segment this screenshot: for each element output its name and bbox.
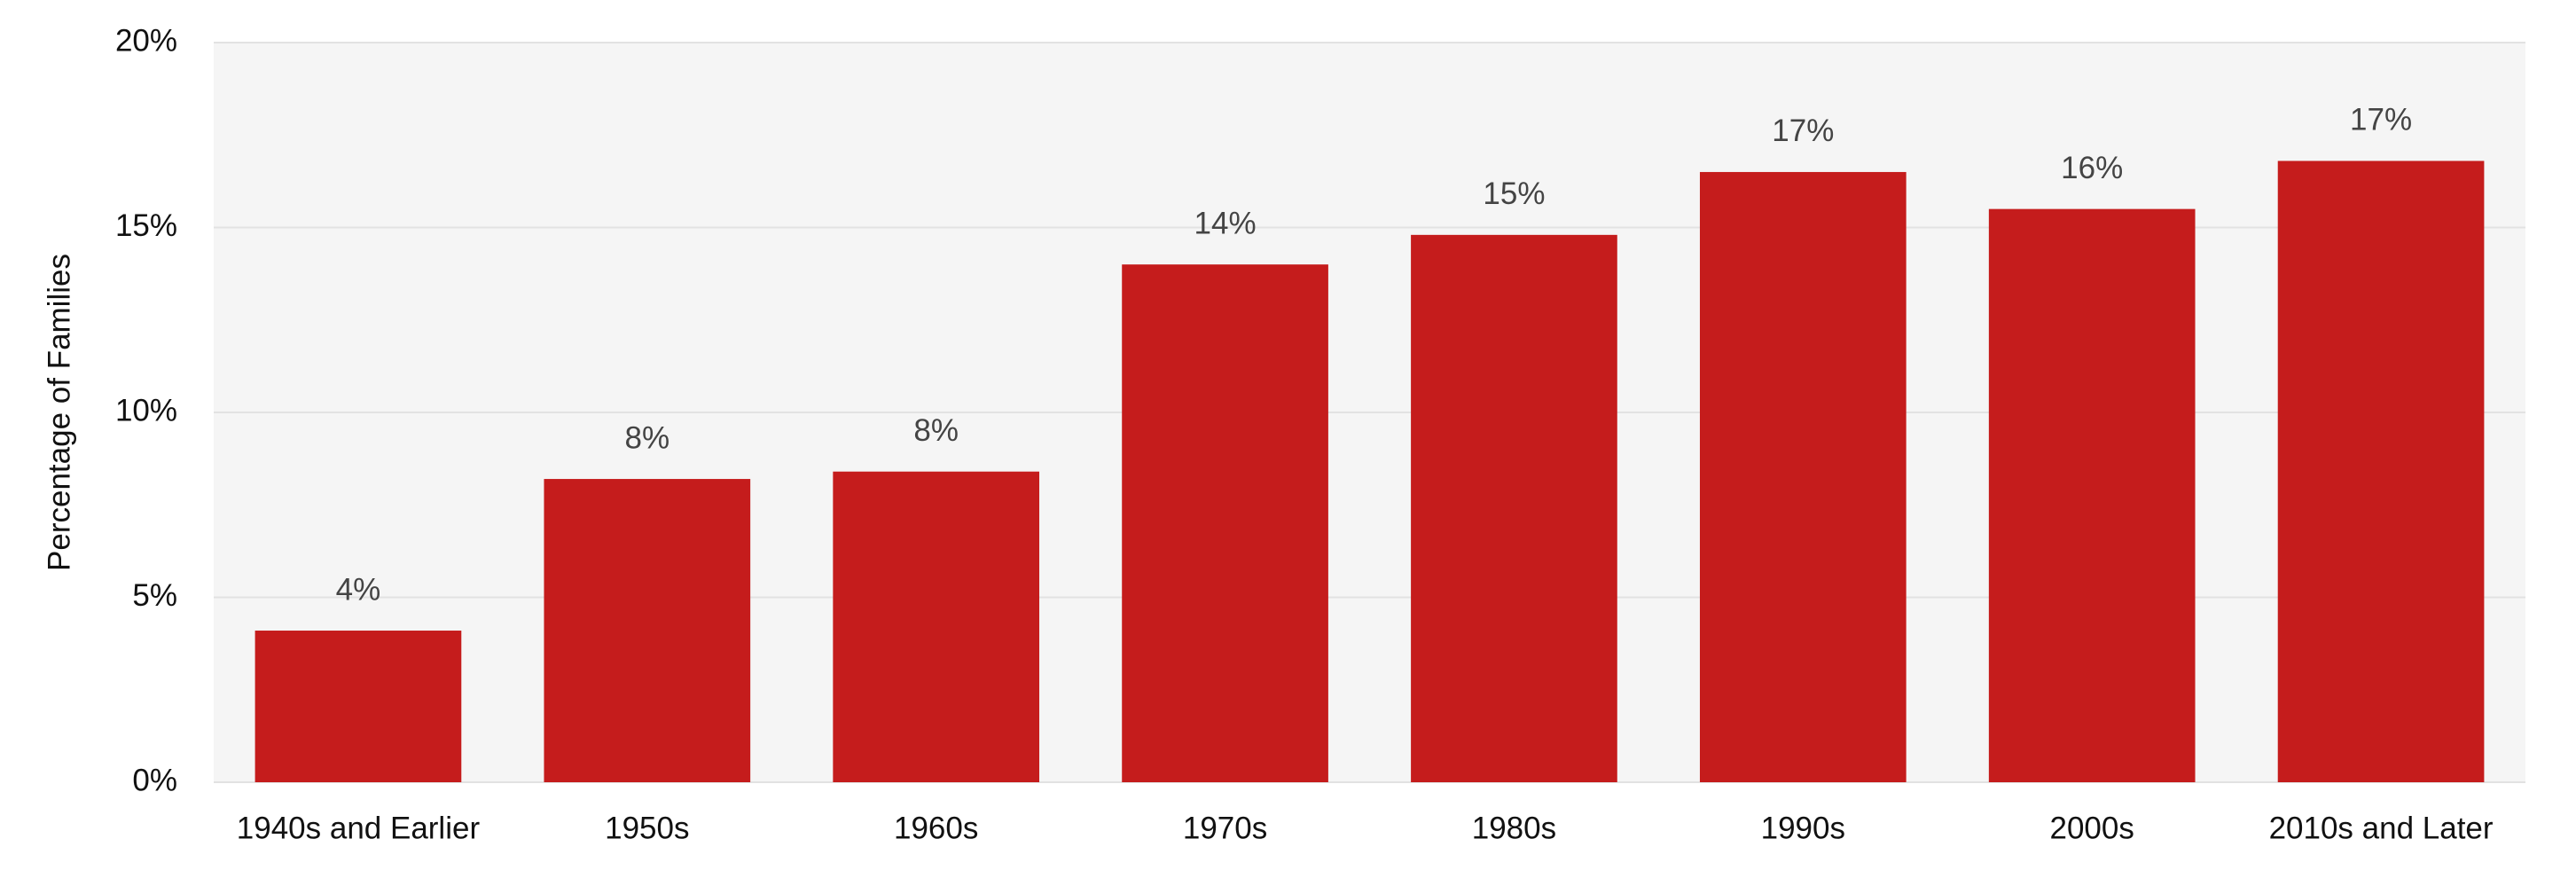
bar — [254, 631, 462, 782]
y-tick-label: 10% — [115, 393, 177, 427]
bar — [1411, 234, 1617, 783]
y-tick-label: 20% — [115, 23, 177, 58]
x-tick-label: 2010s and Later — [2269, 811, 2494, 845]
value-label: 4% — [336, 572, 381, 607]
y-tick-label: 5% — [132, 578, 177, 613]
x-tick-label: 1960s — [894, 811, 978, 845]
bar — [2277, 161, 2485, 782]
value-label: 16% — [2061, 151, 2123, 185]
value-label: 14% — [1194, 206, 1257, 240]
bar — [1122, 264, 1328, 782]
x-tick-label: 1990s — [1761, 811, 1845, 845]
x-tick-label: 1940s and Earlier — [237, 811, 481, 845]
bar — [1699, 171, 1907, 782]
bar — [1988, 208, 2196, 782]
y-axis-label: Percentage of Families — [42, 254, 76, 571]
value-label: 17% — [1772, 114, 1834, 148]
bar — [833, 471, 1040, 782]
value-label: 8% — [913, 413, 959, 448]
x-tick-label: 2000s — [2050, 811, 2134, 845]
x-tick-label: 1950s — [605, 811, 689, 845]
bar — [544, 479, 751, 782]
x-tick-label: 1970s — [1183, 811, 1267, 845]
y-tick-label: 0% — [132, 763, 177, 797]
value-label: 17% — [2350, 103, 2412, 137]
value-label: 8% — [625, 420, 670, 455]
x-tick-label: 1980s — [1472, 811, 1556, 845]
y-tick-label: 15% — [115, 208, 177, 243]
value-label: 15% — [1483, 176, 1545, 211]
